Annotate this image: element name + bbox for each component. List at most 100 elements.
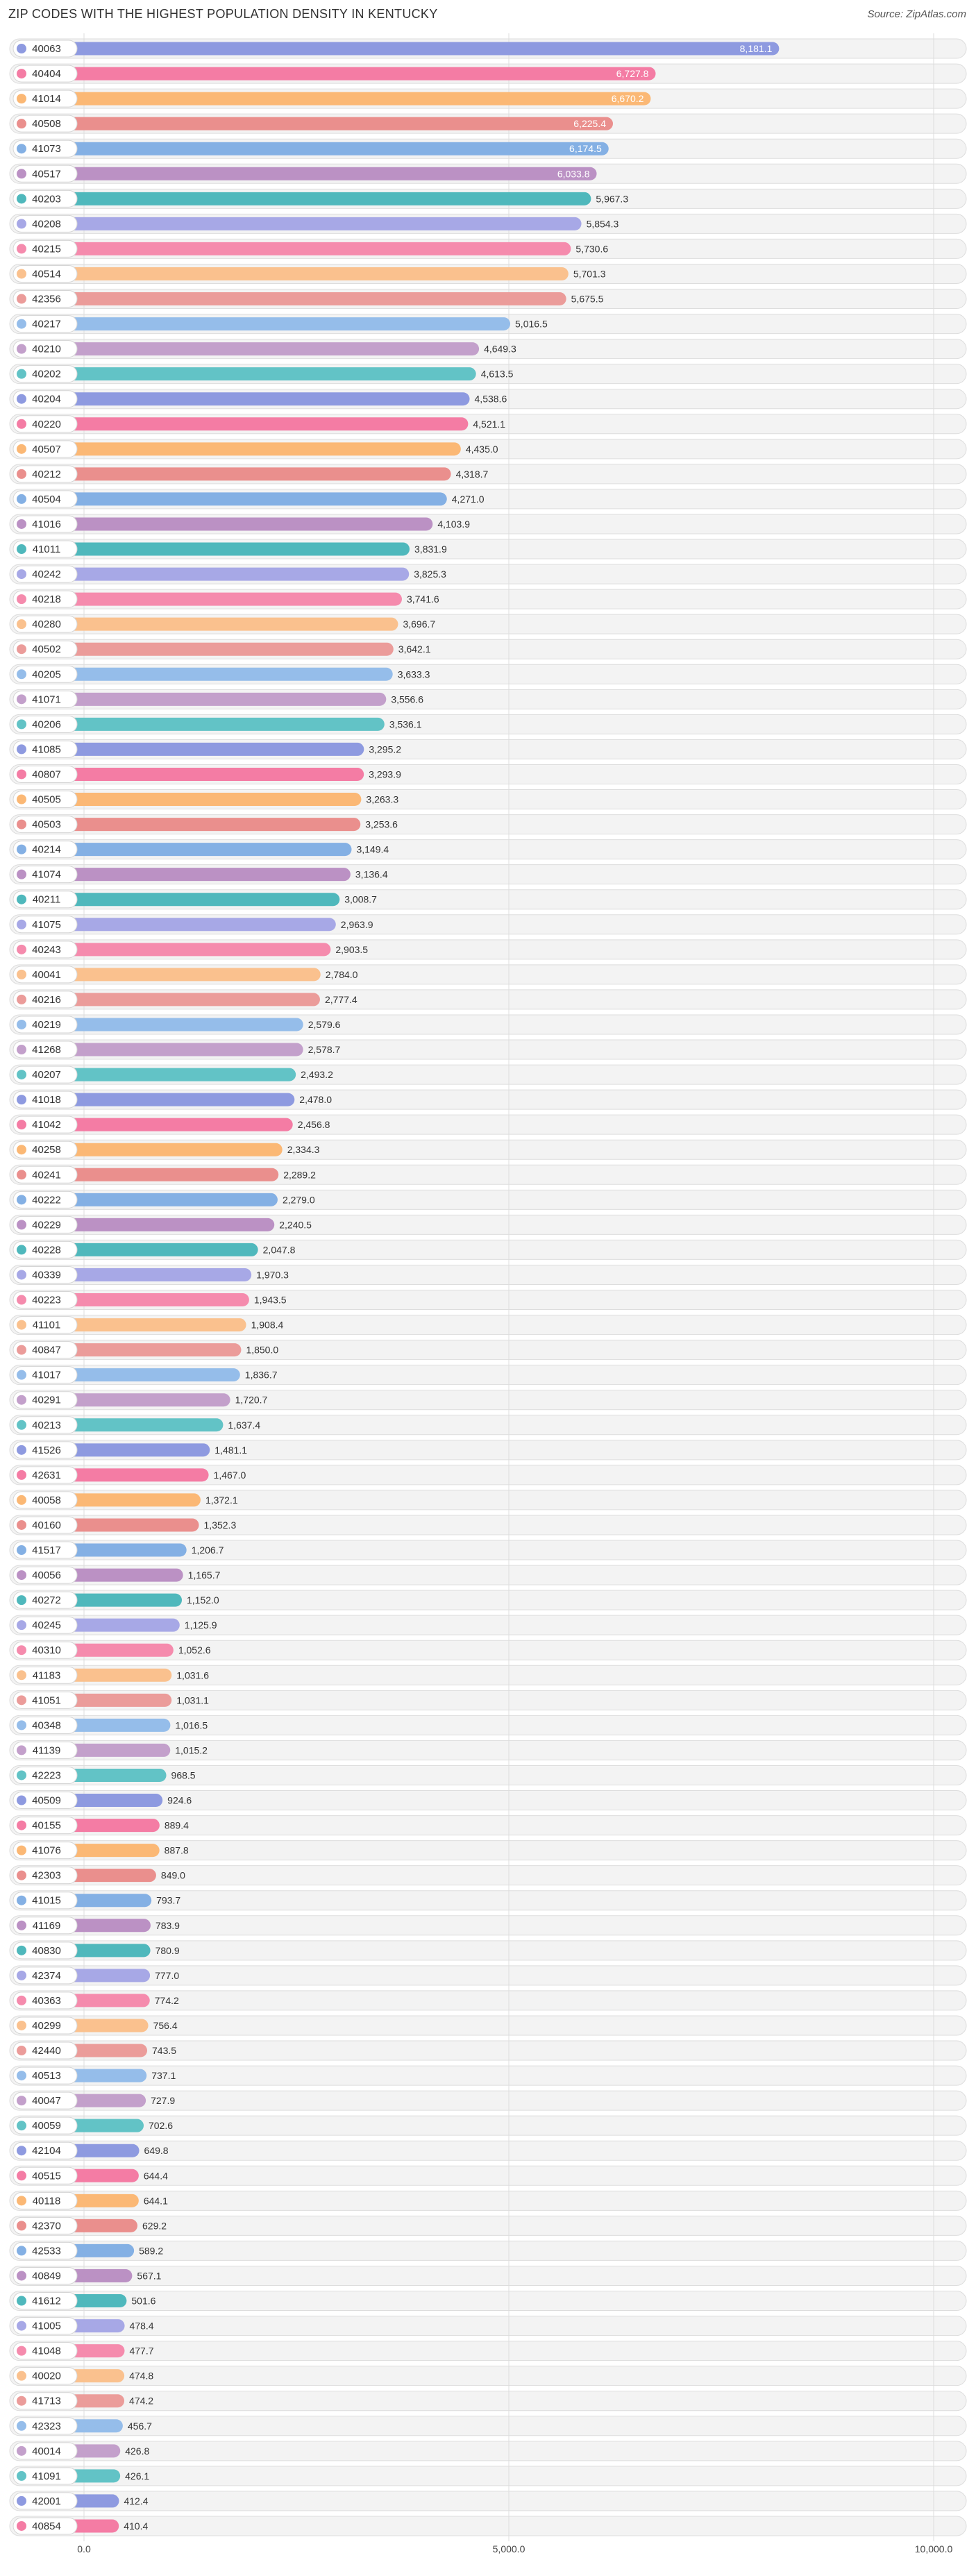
value-label: 4,613.5 <box>481 369 514 380</box>
row-band <box>9 2040 967 2061</box>
category-dot <box>17 944 26 954</box>
value-label: 589.2 <box>139 2245 163 2256</box>
bar <box>14 617 398 631</box>
category-pill <box>12 214 78 233</box>
category-dot <box>17 2071 26 2081</box>
category-pill <box>12 1316 78 1334</box>
category-label: 40229 <box>32 1219 61 1231</box>
row-band <box>9 2416 967 2436</box>
category-pill <box>12 1516 78 1534</box>
value-label: 887.8 <box>165 1845 189 1856</box>
row-band <box>9 1540 967 1560</box>
category-label: 40517 <box>32 168 61 180</box>
category-dot <box>17 1995 26 2005</box>
category-label: 41015 <box>32 1895 61 1907</box>
category-pill <box>12 2241 78 2259</box>
category-dot <box>17 1845 26 1855</box>
category-dot <box>17 1370 26 1380</box>
category-label: 40513 <box>32 2070 61 2082</box>
value-label: 1,637.4 <box>228 1420 260 1431</box>
x-tick-label: 5,000.0 <box>493 2543 525 2554</box>
category-label: 41183 <box>33 1669 61 1681</box>
value-label: 3,556.6 <box>391 693 423 705</box>
category-pill <box>12 966 78 984</box>
category-pill <box>12 2066 78 2085</box>
category-label: 41091 <box>32 2470 61 2482</box>
category-label: 40310 <box>32 1644 61 1656</box>
bar <box>14 1143 283 1156</box>
x-tick-label: 10,000.0 <box>915 2543 953 2554</box>
category-pill <box>12 165 78 183</box>
category-pill <box>12 1541 78 1559</box>
category-dot <box>17 994 26 1004</box>
value-label: 2,784.0 <box>326 969 358 980</box>
category-dot <box>17 394 26 404</box>
value-label: 1,970.3 <box>256 1269 289 1280</box>
category-pill <box>12 2042 78 2060</box>
value-label: 474.2 <box>129 2396 153 2407</box>
category-pill <box>12 1416 78 1434</box>
category-pill <box>12 2216 78 2234</box>
bar <box>14 717 385 731</box>
bar <box>14 517 433 531</box>
category-dot <box>17 1245 26 1255</box>
bar <box>14 292 566 306</box>
bar <box>14 392 470 406</box>
category-pill <box>12 1691 78 1709</box>
category-pill <box>12 1641 78 1659</box>
category-label: 40508 <box>32 118 61 130</box>
category-label: 40219 <box>32 1019 61 1031</box>
value-label: 1,016.5 <box>175 1719 208 1731</box>
category-label: 41526 <box>32 1445 61 1456</box>
category-pill <box>12 239 78 258</box>
category-dot <box>17 2371 26 2381</box>
category-pill <box>12 65 78 83</box>
value-label: 4,318.7 <box>456 469 489 480</box>
value-label: 2,279.0 <box>283 1194 315 1205</box>
category-label: 42374 <box>32 1970 61 1982</box>
value-label: 3,253.6 <box>365 819 398 830</box>
category-dot <box>17 2520 26 2531</box>
category-dot <box>17 694 26 705</box>
bar <box>14 242 571 255</box>
category-label: 41612 <box>32 2296 61 2307</box>
category-label: 40502 <box>32 643 61 655</box>
category-label: 41139 <box>33 1744 61 1756</box>
row-band <box>9 1915 967 1936</box>
category-label: 41073 <box>32 143 61 155</box>
value-label: 2,777.4 <box>325 994 357 1005</box>
category-pill <box>12 1466 78 1484</box>
category-label: 40063 <box>32 43 61 55</box>
category-label: 40211 <box>33 894 61 906</box>
row-band <box>9 1965 967 1986</box>
bar <box>14 1068 296 1081</box>
category-label: 40056 <box>32 1569 61 1581</box>
category-pill <box>12 791 78 809</box>
category-label: 40258 <box>32 1144 61 1156</box>
category-label: 41018 <box>32 1094 61 1106</box>
category-pill <box>12 90 78 108</box>
category-pill <box>12 2417 78 2435</box>
row-band <box>9 1340 967 1361</box>
category-dot <box>17 844 26 855</box>
category-dot <box>17 2121 26 2131</box>
category-label: 40228 <box>32 1244 61 1256</box>
value-label: 5,675.5 <box>571 294 604 305</box>
value-label: 889.4 <box>165 1820 189 1831</box>
category-pill <box>12 2367 78 2385</box>
category-label: 41042 <box>32 1119 61 1131</box>
category-dot <box>17 669 26 680</box>
value-label: 6,225.4 <box>573 118 606 129</box>
category-dot <box>17 1670 26 1681</box>
category-dot <box>17 2221 26 2231</box>
category-label: 40058 <box>32 1495 61 1506</box>
category-label: 40854 <box>32 2520 61 2532</box>
value-label: 3,263.3 <box>366 794 398 805</box>
category-pill <box>12 2492 78 2510</box>
row-band <box>9 2341 967 2362</box>
bar <box>14 42 780 56</box>
row-band <box>9 1590 967 1610</box>
category-label: 40291 <box>32 1395 61 1406</box>
value-label: 412.4 <box>124 2495 148 2507</box>
value-label: 8,181.1 <box>740 43 773 54</box>
